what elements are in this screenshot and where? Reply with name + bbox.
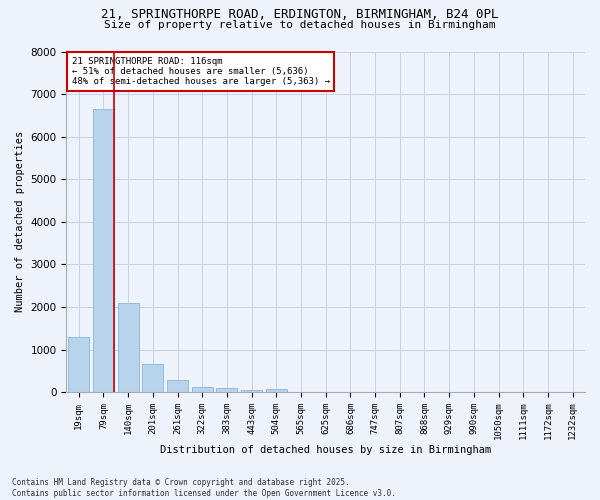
Bar: [217, 388, 238, 392]
X-axis label: Distribution of detached houses by size in Birmingham: Distribution of detached houses by size …: [160, 445, 491, 455]
Text: Size of property relative to detached houses in Birmingham: Size of property relative to detached ho…: [104, 20, 496, 30]
Text: 21, SPRINGTHORPE ROAD, ERDINGTON, BIRMINGHAM, B24 0PL: 21, SPRINGTHORPE ROAD, ERDINGTON, BIRMIN…: [101, 8, 499, 20]
Bar: [241, 390, 262, 392]
Y-axis label: Number of detached properties: Number of detached properties: [15, 131, 25, 312]
Text: Contains HM Land Registry data © Crown copyright and database right 2025.
Contai: Contains HM Land Registry data © Crown c…: [12, 478, 396, 498]
Text: 21 SPRINGTHORPE ROAD: 116sqm
← 51% of detached houses are smaller (5,636)
48% of: 21 SPRINGTHORPE ROAD: 116sqm ← 51% of de…: [71, 56, 329, 86]
Bar: [142, 364, 163, 392]
Bar: [192, 387, 213, 392]
Bar: [167, 380, 188, 392]
Bar: [266, 389, 287, 392]
Bar: [68, 337, 89, 392]
Bar: [118, 302, 139, 392]
Bar: [93, 109, 114, 392]
